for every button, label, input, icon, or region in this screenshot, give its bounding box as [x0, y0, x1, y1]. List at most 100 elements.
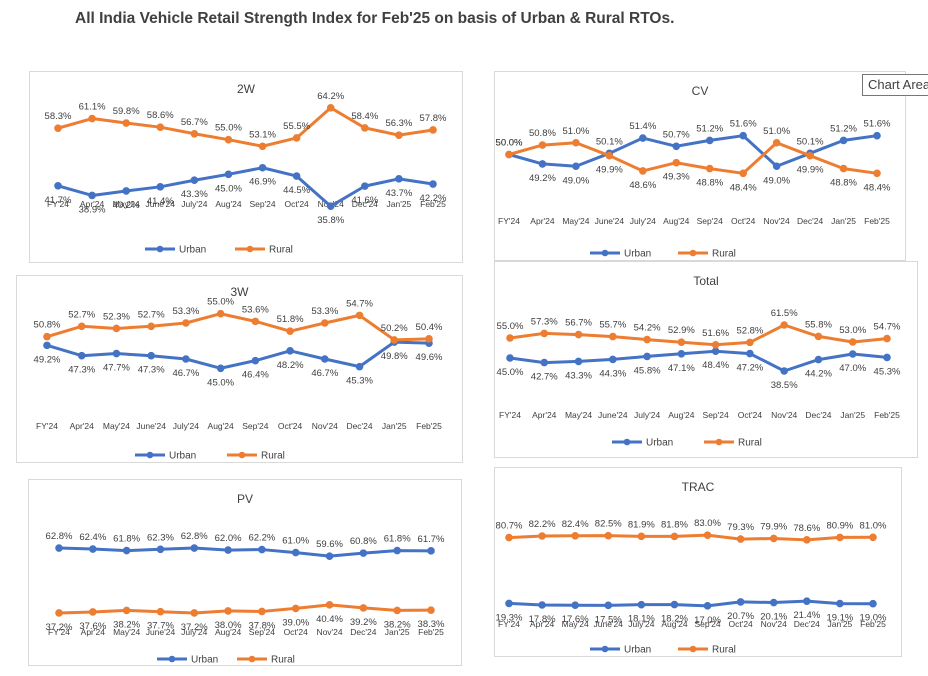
series-line-rural-trac	[507, 533, 875, 542]
data-label-rural-trac: 79.3%	[727, 522, 754, 533]
data-point-rural-cv	[639, 167, 647, 175]
data-point-rural-2w	[395, 131, 403, 139]
data-point-rural-2w	[224, 135, 233, 144]
data-point-rural-cv	[806, 151, 814, 160]
data-label-urban-cv: 49.0%	[763, 175, 790, 186]
data-label-rural-pv: 38.2%	[113, 619, 140, 630]
x-tick-label-3w: Apr'24	[70, 421, 95, 431]
data-point-rural-total	[848, 338, 857, 346]
x-tick-label-trac: Feb'25	[860, 619, 886, 629]
chart-title-pv: PV	[236, 492, 253, 506]
data-point-rural-3w	[43, 332, 51, 341]
data-label-urban-pv: 62.8%	[46, 531, 73, 542]
data-label-urban-trac: 18.1%	[628, 614, 655, 625]
data-point-urban-trac	[703, 602, 712, 610]
data-label-rural-3w: 52.7%	[138, 309, 165, 320]
data-label-urban-trac: 17.5%	[595, 614, 622, 625]
data-label-urban-pv: 59.6%	[316, 539, 343, 550]
data-label-urban-total: 47.1%	[668, 363, 695, 374]
data-point-urban-3w	[251, 356, 260, 365]
x-tick-label-3w: July'24	[173, 421, 199, 431]
data-label-urban-cv: 50.0%	[496, 138, 523, 149]
data-label-rural-pv: 37.2%	[46, 622, 73, 633]
data-point-rural-pv	[359, 604, 368, 612]
data-point-urban-2w	[292, 172, 301, 180]
page-title: All India Vehicle Retail Strength Index …	[75, 10, 675, 27]
x-tick-label-total: July'24	[634, 410, 660, 420]
data-point-urban-cv	[572, 162, 580, 171]
data-point-rural-3w	[286, 327, 294, 335]
data-label-urban-cv: 51.2%	[696, 123, 723, 134]
chart-pv[interactable]: PV FY'24 Apr'24 May'24 June'24 July'24 Aug'24…	[28, 479, 462, 666]
data-point-urban-cv	[772, 162, 781, 171]
data-point-urban-trac	[637, 600, 646, 609]
x-tick-label-cv: Dec'24	[797, 216, 823, 226]
data-label-rural-3w: 50.2%	[381, 323, 408, 334]
chart-3w[interactable]: 3W FY'24 Apr'24 May'24 June'24 July'24 Aug'24…	[16, 275, 463, 463]
data-label-rural-cv: 49.9%	[797, 165, 824, 176]
data-label-rural-3w: 50.8%	[34, 320, 61, 331]
x-tick-label-3w: FY'24	[36, 421, 58, 431]
data-point-rural-pv	[190, 609, 199, 617]
data-label-urban-3w: 48.2%	[277, 360, 304, 371]
series-line-urban-3w	[45, 340, 431, 370]
x-tick-label-pv: Sep'24	[249, 627, 275, 637]
data-point-urban-cv	[839, 136, 848, 145]
data-label-urban-total: 45.3%	[874, 366, 901, 377]
data-label-urban-2w: 42.2%	[420, 193, 447, 204]
data-point-urban-total	[643, 352, 651, 361]
x-tick-label-pv: May'24	[113, 627, 140, 637]
data-point-rural-2w	[88, 114, 96, 123]
data-label-urban-trac: 20.7%	[727, 611, 754, 622]
data-label-urban-trac: 18.2%	[661, 614, 688, 625]
data-point-urban-2w	[122, 187, 130, 195]
data-label-urban-total: 42.7%	[531, 372, 558, 383]
data-label-rural-trac: 82.4%	[562, 519, 589, 530]
x-tick-label-2w: Sep'24	[249, 199, 275, 209]
x-tick-label-pv: FY'24	[48, 627, 70, 637]
x-tick-label-2w: Dec'24	[352, 199, 378, 209]
x-tick-label-trac: Oct'24	[728, 619, 753, 629]
data-point-urban-total	[814, 355, 823, 364]
legend-label-rural-cv: Rural	[712, 249, 736, 260]
data-label-rural-trac: 80.7%	[496, 521, 523, 532]
data-label-rural-total: 54.2%	[634, 323, 661, 334]
x-tick-label-cv: Apr'24	[530, 216, 555, 226]
data-point-rural-3w	[147, 322, 155, 331]
chart-pv-plot: FY'24 Apr'24 May'24 June'24 July'24 Aug'24 Sep…	[46, 531, 445, 665]
data-label-urban-3w: 46.7%	[172, 368, 199, 379]
data-point-urban-pv	[89, 545, 97, 553]
x-tick-label-total: May'24	[565, 410, 592, 420]
data-label-urban-trac: 17.0%	[694, 615, 721, 626]
data-point-urban-3w	[77, 351, 86, 360]
data-point-rural-2w	[258, 142, 267, 151]
data-point-rural-2w	[326, 103, 335, 112]
legend-marker-rural-cv	[689, 249, 697, 257]
chart-trac[interactable]: TRAC FY'24 Apr'24 May'24 June'24 July'24 Aug'…	[494, 467, 902, 657]
legend-label-urban-trac: Urban	[624, 645, 651, 656]
data-label-urban-trac: 19.3%	[496, 612, 523, 623]
chart-cv[interactable]: CV FY'24 Apr'24 May'24 June'24 July'24 Aug'24…	[494, 71, 906, 261]
data-label-rural-trac: 80.9%	[826, 520, 853, 531]
chart-total[interactable]: Total FY'24 Apr'24 May'24 June'24 July'24 Aug…	[494, 261, 918, 458]
data-label-rural-trac: 82.5%	[595, 519, 622, 530]
data-label-rural-cv: 48.6%	[629, 180, 656, 191]
data-point-urban-3w	[112, 349, 121, 358]
data-label-rural-pv: 39.0%	[282, 617, 309, 628]
data-label-rural-total: 54.7%	[874, 322, 901, 333]
data-label-urban-pv: 61.7%	[418, 534, 445, 545]
chart-2w[interactable]: 2W FY'24 Apr'24 May'24 June'24 July'24 Aug'24…	[29, 71, 463, 263]
data-point-urban-2w	[88, 191, 96, 200]
x-tick-label-cv: Oct'24	[731, 216, 756, 226]
data-point-rural-cv	[605, 151, 614, 160]
data-point-urban-2w	[326, 202, 335, 211]
x-tick-label-pv: June'24	[146, 627, 176, 637]
data-point-urban-trac	[836, 599, 844, 608]
chart-title-total: Total	[693, 274, 719, 288]
data-label-rural-cv: 50.0%	[496, 138, 523, 149]
data-point-urban-trac	[538, 601, 546, 609]
x-tick-label-3w: Oct'24	[278, 421, 303, 431]
x-tick-label-pv: Jan'25	[385, 627, 410, 637]
data-label-rural-total: 61.5%	[771, 308, 798, 319]
data-point-rural-3w	[355, 311, 364, 320]
